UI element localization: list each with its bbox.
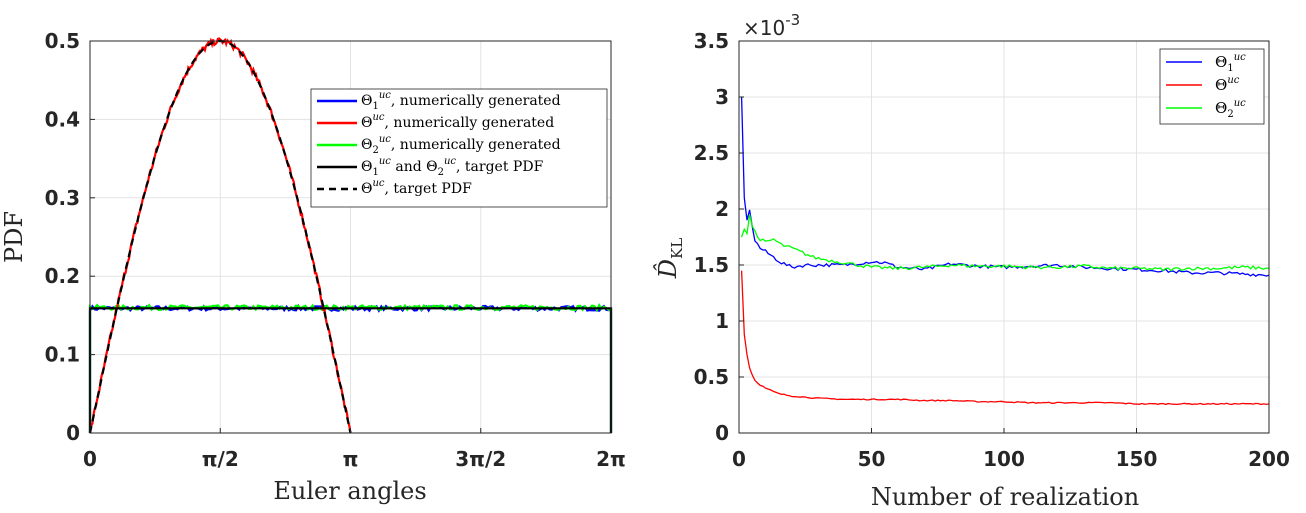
- x-axis-label: Number of realization: [871, 483, 1139, 511]
- y-tick-label: 1.5: [694, 253, 729, 277]
- series-line-theta1: [740, 96, 1270, 277]
- legend-entry: Θ1uc: [1215, 52, 1246, 74]
- legend-entry: Θ1uc and Θ2uc, target PDF: [361, 156, 544, 178]
- x-tick-label: 100: [983, 447, 1025, 471]
- legend-box: [310, 88, 608, 208]
- y-tick-label: 0.3: [45, 186, 80, 210]
- x-tick-label: 0: [732, 447, 746, 471]
- y-tick-label: 0.5: [694, 365, 729, 389]
- chart-dkl-realizations: 0 50 100 150 200 0 0.5 1 1.5 2 2.5 3 3.5 ×10-3 Numbe…: [654, 11, 1290, 511]
- ticks: 0 π/2 π 3π/2 2π 0 0.1 0.2 0.3 0.4 0.5: [45, 29, 626, 471]
- legend-entry: Θ2uc: [1215, 98, 1246, 120]
- y-tick-label: 3: [715, 85, 729, 109]
- x-tick-label: 150: [1116, 447, 1158, 471]
- series-group: [740, 96, 1270, 406]
- series-line-theta12_target: [88, 307, 613, 433]
- legend-entry: Θuc, numerically generated: [361, 112, 554, 131]
- series-line-theta2_num: [88, 302, 613, 433]
- x-axis-label: Euler angles: [273, 477, 426, 505]
- y-tick-label: 0: [715, 421, 729, 445]
- y-axis-symbol: D̂: [654, 259, 682, 279]
- y-tick-label: 2.5: [694, 141, 729, 165]
- y-axis-subscript: KL: [668, 238, 686, 259]
- y-tick-label: 3.5: [694, 29, 729, 53]
- exponent-label: ×10-3: [743, 11, 800, 40]
- legend-entry: Θuc: [1215, 75, 1240, 94]
- y-tick-label: 0.2: [45, 264, 80, 288]
- svg-text:D̂KL: D̂KL: [654, 238, 686, 279]
- y-tick-label: 2: [715, 197, 729, 221]
- y-tick-label: 0.1: [45, 343, 80, 367]
- x-tick-label: π: [343, 447, 359, 471]
- y-tick-label: 0.5: [45, 29, 80, 53]
- x-tick-label: 50: [858, 447, 886, 471]
- series-line-theta2: [740, 214, 1270, 272]
- x-tick-label: 0: [83, 447, 97, 471]
- legend-entry: Θ1uc, numerically generated: [361, 90, 561, 112]
- legend-entry: Θuc, target PDF: [361, 178, 472, 197]
- x-tick-label: π/2: [202, 447, 239, 471]
- x-tick-label: 200: [1248, 447, 1290, 471]
- chart-pdf-euler-angles: 0 π/2 π 3π/2 2π 0 0.1 0.2 0.3 0.4 0.5 Euler angles…: [0, 29, 626, 505]
- x-tick-label: 3π/2: [455, 447, 506, 471]
- y-tick-label: 0: [66, 421, 80, 445]
- legend-entry: Θ2uc, numerically generated: [361, 134, 561, 156]
- y-axis-label: D̂KL: [654, 238, 686, 279]
- y-tick-label: 0.4: [45, 107, 80, 131]
- series-line-theta: [740, 270, 1270, 406]
- x-tick-label: 2π: [596, 447, 626, 471]
- ticks: 0 50 100 150 200 0 0.5 1 1.5 2 2.5 3 3.5: [694, 29, 1290, 471]
- y-axis-label: PDF: [0, 211, 28, 263]
- legend-box: [1159, 48, 1265, 125]
- series-line-theta_num: [88, 37, 352, 434]
- y-tick-label: 1: [715, 309, 729, 333]
